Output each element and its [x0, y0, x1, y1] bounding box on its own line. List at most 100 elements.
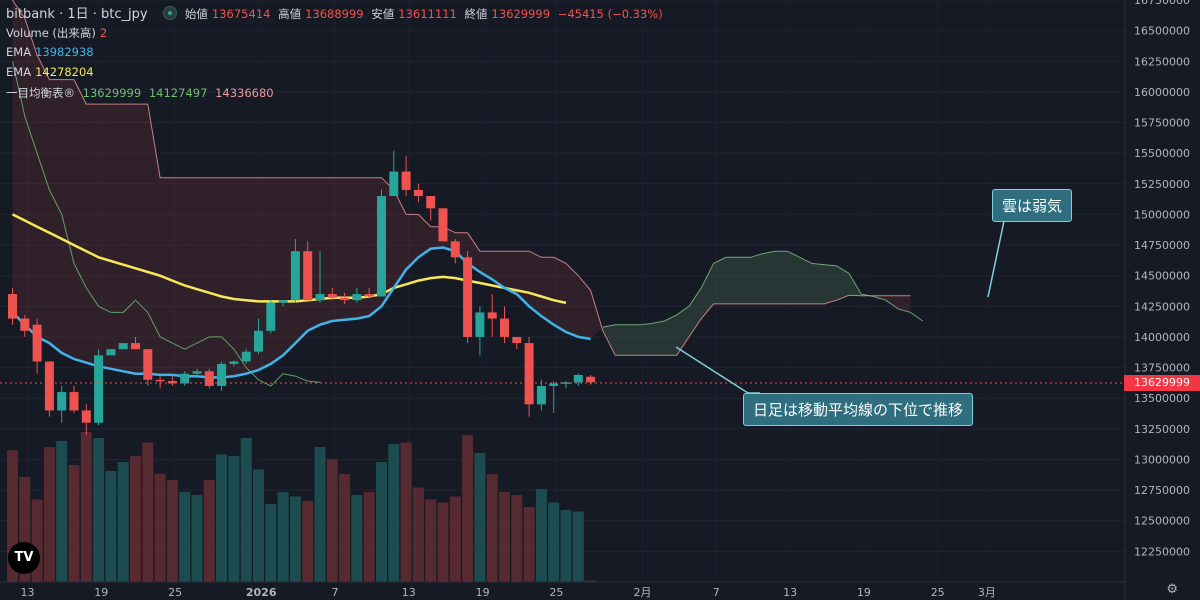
- volume-value: 2: [99, 26, 108, 40]
- cloud-segment: [37, 55, 50, 344]
- close-label: 終値: [464, 7, 488, 21]
- cloud-segment: [160, 177, 173, 375]
- price-callout: 日足は移動平均線の下位で推移: [743, 393, 974, 426]
- volume-bars: [7, 432, 597, 582]
- volume-bar: [388, 444, 400, 582]
- candle-body: [352, 294, 362, 301]
- cloud-segment: [24, 18, 38, 337]
- cloud-segment: [725, 257, 739, 304]
- eye-icon[interactable]: [163, 6, 178, 20]
- cloud-segment: [233, 177, 247, 377]
- candle-body: [81, 410, 91, 423]
- candle-body: [463, 257, 473, 337]
- volume-bar: [499, 492, 510, 582]
- volume-bar: [437, 502, 449, 582]
- candle-body: [549, 383, 559, 386]
- y-tick-label: 15750000: [1134, 117, 1190, 130]
- volume-bar: [449, 496, 461, 582]
- candlesticks: [8, 150, 596, 435]
- volume-bar: [412, 487, 424, 582]
- volume-bar: [142, 442, 154, 582]
- volume-legend[interactable]: Volume (出来高) 2: [6, 25, 111, 41]
- volume-bar: [93, 438, 105, 582]
- volume-bar: [523, 507, 535, 582]
- candle-body: [57, 392, 67, 411]
- cloud-segment: [689, 287, 702, 337]
- cloud-segment: [283, 177, 296, 356]
- volume-bar: [203, 480, 215, 582]
- cloud-segment: [824, 264, 837, 304]
- candle-body: [377, 196, 386, 297]
- x-tick-label: 25: [931, 586, 945, 599]
- candle-body: [106, 349, 116, 356]
- cloud-segment: [356, 177, 370, 319]
- gear-icon[interactable]: ⚙: [1166, 582, 1178, 597]
- cloud-segment: [775, 251, 788, 304]
- candle-body: [118, 343, 128, 350]
- candle-body: [315, 294, 325, 301]
- x-tick-label: 13: [402, 586, 416, 599]
- volume-bar: [474, 453, 486, 582]
- x-tick-label: 13: [21, 586, 35, 599]
- y-tick-label: 15000000: [1134, 208, 1190, 221]
- volume-bar: [462, 435, 474, 582]
- x-tick-label: 25: [549, 586, 563, 599]
- y-tick-label: 16500000: [1134, 25, 1190, 38]
- ichimoku-legend[interactable]: 一目均衡表® 13629999 14127497 14336680: [6, 85, 278, 101]
- x-tick-label: 2月: [634, 586, 652, 599]
- cloud-segment: [123, 104, 136, 374]
- cloud-segment: [455, 232, 468, 264]
- volume-bar: [19, 477, 31, 582]
- cloud-segment: [184, 177, 197, 377]
- x-tick-label: 7: [332, 586, 339, 599]
- candle-body: [266, 302, 276, 331]
- cloud-segment: [676, 306, 689, 356]
- candle-body: [327, 294, 337, 298]
- candle-body: [401, 171, 411, 190]
- chikou-span: [12, 61, 321, 387]
- cloud-segment: [615, 324, 628, 356]
- cloud-callout-pointer: [987, 220, 1005, 298]
- candle-body: [389, 171, 399, 197]
- cloud-segment: [492, 251, 505, 288]
- high-label: 高値: [278, 7, 302, 21]
- candle-body: [573, 374, 583, 383]
- ema-fast-legend[interactable]: EMA 13982938: [6, 45, 98, 59]
- tradingview-logo[interactable]: TV: [8, 542, 40, 574]
- symbol-title[interactable]: bitbank · 1日 · btc_jpy: [6, 7, 148, 22]
- ichimoku-value-3: 14336680: [215, 86, 274, 100]
- candle-body: [32, 324, 42, 362]
- y-tick-label: 13000000: [1134, 453, 1190, 466]
- volume-bar: [339, 474, 351, 582]
- candle-body: [340, 297, 350, 301]
- volume-bar: [511, 495, 523, 582]
- candle-body: [475, 312, 485, 337]
- close-value: 13629999: [491, 7, 551, 21]
- cloud-segment: [49, 79, 62, 353]
- y-tick-label: 14750000: [1134, 239, 1190, 252]
- volume-bar: [7, 450, 18, 582]
- cloud-segment: [110, 104, 124, 372]
- volume-bar: [376, 462, 387, 582]
- y-tick-label: 16000000: [1134, 86, 1190, 99]
- current-price-tag: 13629999: [1124, 375, 1200, 391]
- candle-body: [20, 318, 30, 331]
- ichimoku-cloud: [12, 0, 923, 378]
- ema-fast-value: 13982938: [35, 45, 94, 59]
- candle-body: [364, 294, 374, 297]
- candle-body: [586, 376, 596, 383]
- ema-slow-legend[interactable]: EMA 14278204: [6, 65, 98, 79]
- volume-bar: [191, 495, 203, 582]
- volume-bar: [56, 441, 68, 582]
- cloud-segment: [332, 177, 345, 322]
- candle-body: [303, 251, 313, 301]
- y-tick-label: 13250000: [1134, 423, 1190, 436]
- volume-bar: [253, 469, 264, 582]
- candle-body: [536, 385, 546, 405]
- volume-bar: [154, 474, 166, 582]
- cloud-segment: [172, 177, 185, 377]
- x-axis: 13 19 25 2026 7 13 19 25 2月 7 13 19 25 3月: [0, 581, 1125, 599]
- low-value: 13611111: [398, 7, 457, 21]
- volume-bar: [228, 456, 240, 582]
